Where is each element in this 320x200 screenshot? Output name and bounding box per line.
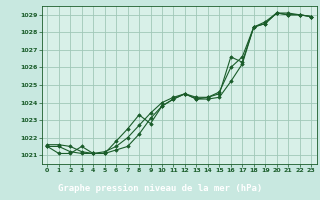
Text: Graphe pression niveau de la mer (hPa): Graphe pression niveau de la mer (hPa) (58, 184, 262, 193)
